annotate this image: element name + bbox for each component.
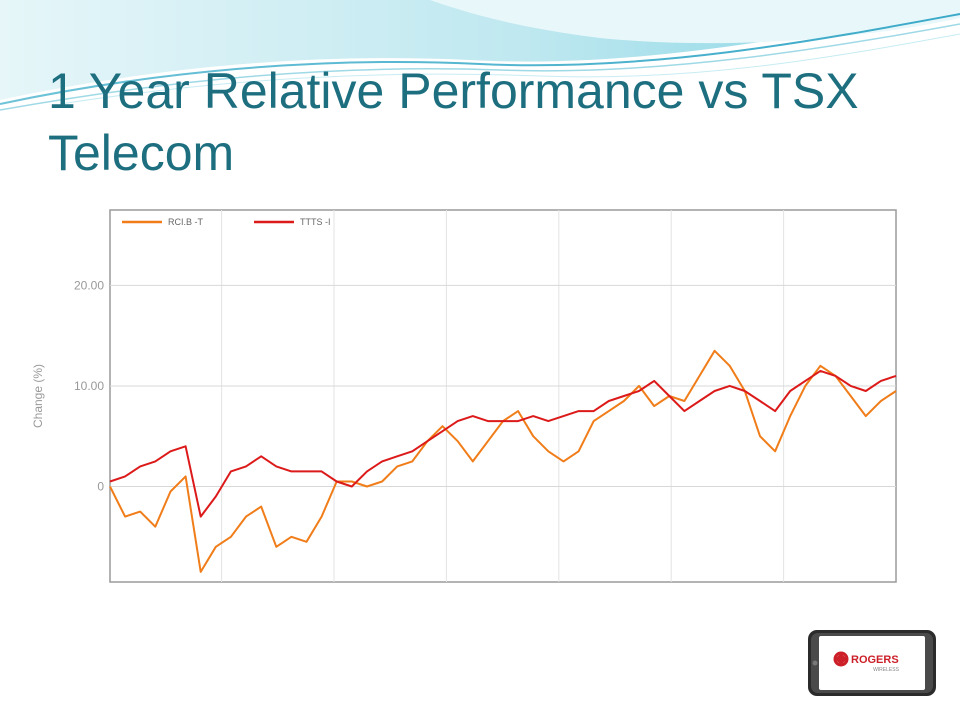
chart-svg: 0 10.00 20.00 Change (%) RCI.B -T TTTS -I xyxy=(31,209,897,583)
header-swoosh xyxy=(0,0,960,111)
logo-subtext: WIRELESS xyxy=(873,667,900,673)
series-line-1 xyxy=(109,369,897,518)
y-tick-label: 20.00 xyxy=(74,278,104,292)
logo-text: ROGERS xyxy=(851,654,899,666)
legend-label-0: RCI.B -T xyxy=(168,217,204,227)
performance-chart: 0 10.00 20.00 Change (%) RCI.B -T TTTS -I xyxy=(26,202,910,594)
y-axis-label: Change (%) xyxy=(31,364,45,428)
plot-area xyxy=(109,209,897,583)
slide-title: 1 Year Relative Performance vs TSX Telec… xyxy=(48,63,859,181)
y-tick-label: 0 xyxy=(97,479,104,493)
phone-logo: ROGERS WIRELESS xyxy=(808,630,936,696)
legend-label-1: TTTS -I xyxy=(300,217,331,227)
y-tick-label: 10.00 xyxy=(74,379,104,393)
